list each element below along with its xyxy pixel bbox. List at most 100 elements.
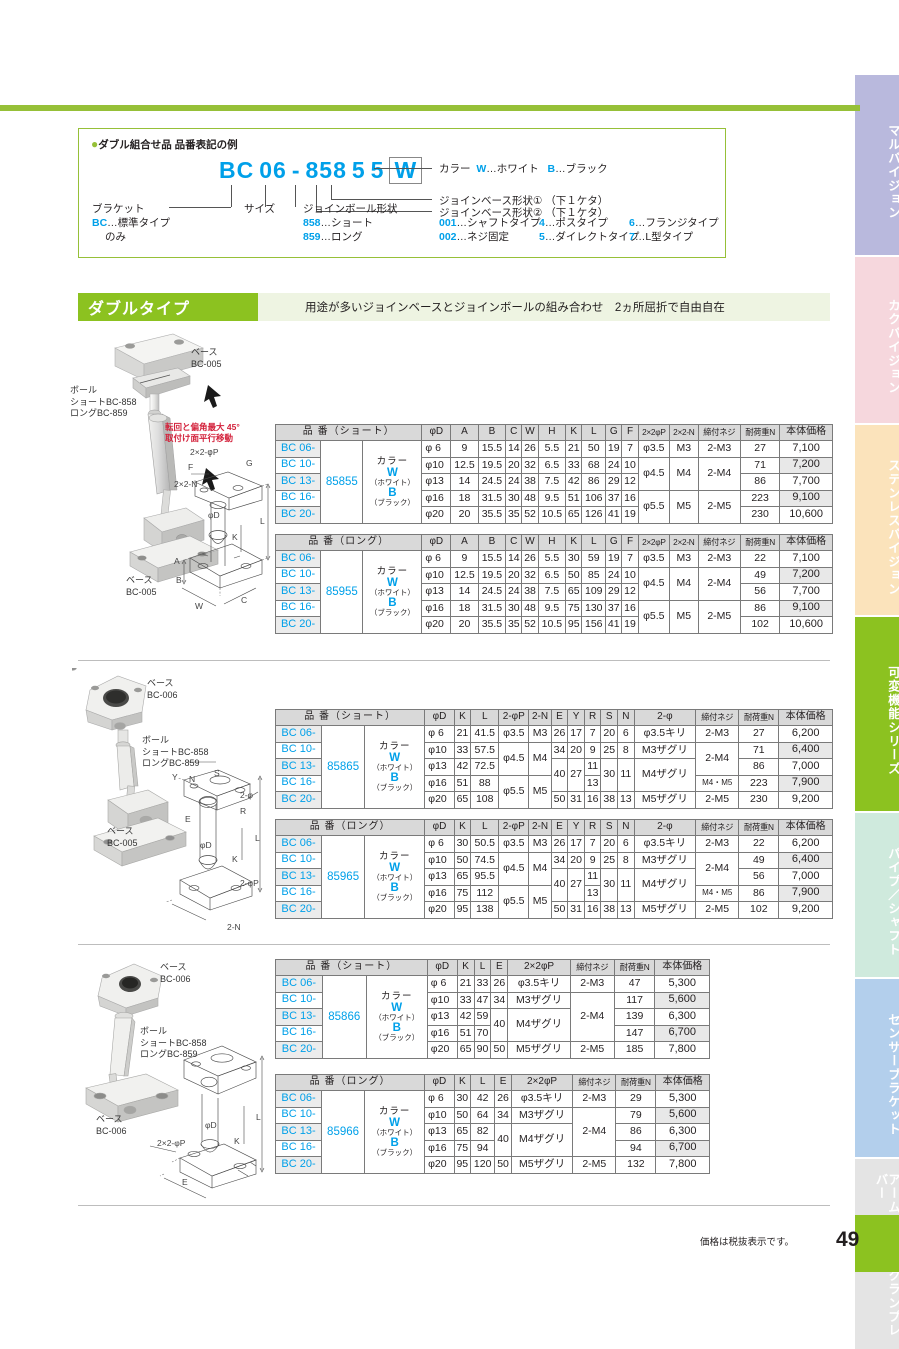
- table-row[interactable]: BC 06- 85966 カラー W （ホワイト） B （ブラック） φ 6 30 42 26 φ3.…: [274, 1090, 710, 1174]
- col-header-N: N: [617, 709, 635, 726]
- dim-W-1: W: [195, 601, 204, 611]
- color-black-code: B: [390, 1136, 399, 1149]
- cell-2-phi: M5ザグリ: [633, 901, 697, 919]
- part-number-cell: BC 16-: [274, 774, 323, 792]
- cell-G: 29: [605, 473, 623, 491]
- cell-C: 35: [505, 616, 523, 634]
- color-black-code: B: [390, 771, 399, 784]
- cell-K: 30: [565, 550, 583, 568]
- cell-C: 14: [505, 550, 523, 568]
- table-row[interactable]: BC 06- 85855 カラー W （ホワイト） B （ブラック） φ 6 9 15.5 14 26…: [274, 440, 833, 524]
- table-row[interactable]: BC 20- φ20 95 138 50 31 16 38 13 M5ザグリ 2-M5 102 9,20…: [274, 901, 833, 919]
- dim-2-phiP-2: 2-φP: [240, 878, 259, 888]
- cell-screw: M4・M5: [695, 884, 740, 902]
- legend-ball-859-code: 859: [303, 231, 321, 243]
- table-row[interactable]: BC 10- φ10 33 47 34 M3ザグリ 2-M4 117 5,600: [275, 991, 710, 1042]
- cell-load-capacity: 29: [615, 1090, 657, 1108]
- table-row[interactable]: BC 13- φ13 42 59 40 M4ザグリ 139 6,300: [275, 1008, 710, 1042]
- tax-note: 価格は税抜表示です。: [700, 1237, 795, 1248]
- index-tab-5[interactable]: パイプ／シャフト: [855, 811, 899, 977]
- index-tab-2[interactable]: カクバイジョン: [855, 255, 899, 423]
- part-number-cell: BC 13-: [275, 1008, 323, 1026]
- cell-F: 16: [621, 599, 639, 617]
- cell-N: 8: [617, 851, 635, 869]
- legend-opt-6: 6…フランジタイプ: [629, 215, 719, 230]
- cell-2x2phiP: φ3.5: [637, 550, 671, 568]
- table-row[interactable]: BC 16- φ16 75 94 94 6,700: [274, 1139, 710, 1157]
- cell-L: 120: [470, 1156, 496, 1174]
- cell-2-phiP: φ4.5: [498, 851, 530, 886]
- cell-K: 65: [453, 1123, 472, 1141]
- cell-L: 86: [581, 473, 607, 491]
- table-row[interactable]: BC 06- 85965 カラー W （ホワイト） B （ブラック） φ 6 30 50.5 φ3.…: [274, 835, 833, 919]
- cell-E: 34: [494, 1106, 512, 1124]
- col-header-K: K: [453, 819, 472, 836]
- cell-load-capacity: 94: [615, 1139, 657, 1157]
- part-number-cell: BC 06-: [274, 1090, 323, 1108]
- cell-2x2N: M3: [669, 440, 699, 458]
- label-base-top-1: ベース BC-005: [191, 347, 222, 369]
- legend-opt-002-desc: …ネジ固定: [456, 231, 510, 243]
- table-row[interactable]: BC 16- φ16 18 31.5 30 48 9.5 75 130 37 16 φ5.5 M5 2-M…: [274, 599, 833, 634]
- col-header-N: 耐荷重N: [738, 819, 780, 836]
- table-row[interactable]: BC 20- φ20 20 35.5 35 52 10.5 95 156 41 19 102 10,60…: [274, 616, 833, 634]
- cell-load-capacity: 223: [738, 774, 780, 792]
- table-row[interactable]: BC 10- φ10 12.5 19.5 20 32 6.5 50 85 24 10 φ4.5 M4 2-…: [274, 566, 833, 601]
- table-row[interactable]: BC 16- φ16 18 31.5 30 48 9.5 51 106 37 16 φ5.5 M5 2-M…: [274, 489, 833, 524]
- col-header-2×2φP: 2×2φP: [637, 424, 671, 441]
- index-tab-6[interactable]: センサーブラケット: [855, 977, 899, 1157]
- pn-seg-bracket: BC: [219, 157, 255, 183]
- cell-K: 51: [565, 489, 583, 507]
- color-black-code: B: [388, 486, 397, 499]
- table-row[interactable]: BC 13- φ13 65 95.5 40 27 11 30 11 M4ザグリ 56 7,000: [274, 868, 833, 902]
- cell-load-capacity: 139: [613, 1008, 656, 1026]
- cell-screw: 2-M4: [695, 741, 740, 776]
- table-row[interactable]: BC 16- φ16 75 112 φ5.5 M5 13 M4・M5 86 7,900: [274, 884, 833, 919]
- col-header-φD: φD: [424, 819, 455, 836]
- table-row[interactable]: BC 20- φ20 20 35.5 35 52 10.5 65 126 41 19 230 10,60…: [274, 506, 833, 524]
- part-number-cell: BC 06-: [274, 440, 322, 458]
- table-row[interactable]: BC 20- φ20 65 108 50 31 16 38 13 M5ザグリ 2-M5 230 9,20…: [274, 791, 833, 809]
- table-row[interactable]: BC 20- φ20 95 120 50 M5ザグリ 2-M5 132 7,800: [274, 1156, 710, 1174]
- part-number-cell: BC 06-: [274, 725, 323, 743]
- index-tab-3[interactable]: ステンレスバイジョン: [855, 423, 899, 615]
- table-row[interactable]: BC 06- 85955 カラー W （ホワイト） B （ブラック） φ 6 9 15.5 14 26…: [274, 550, 833, 634]
- table-row[interactable]: BC 20- φ20 65 90 50 M5ザグリ 2-M5 185 7,800: [275, 1041, 710, 1059]
- col-header-2×2φP: 2×2φP: [510, 1074, 574, 1091]
- cell-N: 13: [617, 901, 635, 919]
- series-code-cell: 85966: [321, 1090, 366, 1174]
- table-row[interactable]: BC 06- 85866 カラー W （ホワイト） B （ブラック） φ 6 21 33 26 φ3.…: [275, 975, 710, 1059]
- table-row[interactable]: BC 16- φ16 51 70 147 6,700: [275, 1024, 710, 1042]
- table-row[interactable]: BC 13- φ13 14 24.5 24 38 7.5 42 86 29 12 86 7,700: [274, 473, 833, 491]
- table-row[interactable]: BC 16- φ16 51 88 φ5.5 M5 13 M4・M5 223 7,900: [274, 774, 833, 809]
- cell-S: 30: [600, 868, 619, 902]
- cell-H: 10.5: [537, 616, 567, 634]
- cell-L: 82: [470, 1123, 496, 1141]
- table-row[interactable]: BC 13- φ13 42 72.5 40 27 11 30 11 M4ザグリ 86 7,000: [274, 758, 833, 792]
- pn-seg-size: 06: [259, 157, 287, 183]
- cell-K: 33: [456, 991, 475, 1009]
- cell-phiD: φ 6: [424, 835, 455, 853]
- col-header-L: L: [470, 1074, 496, 1091]
- table-row[interactable]: BC 13- φ13 65 82 40 M4ザグリ 86 6,300: [274, 1123, 710, 1157]
- cell-phiD: φ13: [424, 868, 455, 886]
- page-number-background: [855, 1215, 899, 1272]
- table-row[interactable]: BC 10- φ10 12.5 19.5 20 32 6.5 33 68 24 10 φ4.5 M4 2-…: [274, 456, 833, 491]
- spec-table-t3: 品 番（ショート） φD K L 2-φP 2-N E Y R S N 2-φ 締付ネジ 耐荷重N 本体価格…: [274, 709, 833, 809]
- leader-base1: [331, 199, 432, 200]
- cell-phiD: φ13: [424, 1123, 455, 1141]
- table-row[interactable]: BC 10- φ10 50 64 34 M3ザグリ 2-M4 79 5,600: [274, 1106, 710, 1157]
- table-row[interactable]: BC 06- 85865 カラー W （ホワイト） B （ブラック） φ 6 21 41.5 φ3.…: [274, 725, 833, 809]
- table-row[interactable]: BC 13- φ13 14 24.5 24 38 7.5 65 109 29 12 56 7,700: [274, 583, 833, 601]
- part-number-cell: BC 10-: [274, 851, 323, 869]
- index-tab-4[interactable]: 可変機能シリーズ: [855, 615, 899, 811]
- cell-E: 50: [550, 791, 569, 809]
- cell-screw: 2-M3: [695, 835, 740, 853]
- col-header-A: A: [450, 424, 479, 441]
- legend-size-label: サイズ: [244, 203, 276, 215]
- cell-price: 7,900: [778, 774, 833, 792]
- cell-2-phiP: φ4.5: [498, 741, 530, 776]
- table-row[interactable]: BC 10- φ10 50 74.5 φ4.5 M4 34 20 9 25 8 M3ザグリ 2-M4 49…: [274, 851, 833, 886]
- index-tab-1[interactable]: マルバイジョン: [855, 75, 899, 255]
- spec-table-t6: 品 番（ロング） φD K L E 2×2φP 締付ネジ 耐荷重N 本体価格 BC 06- 8596…: [274, 1074, 710, 1174]
